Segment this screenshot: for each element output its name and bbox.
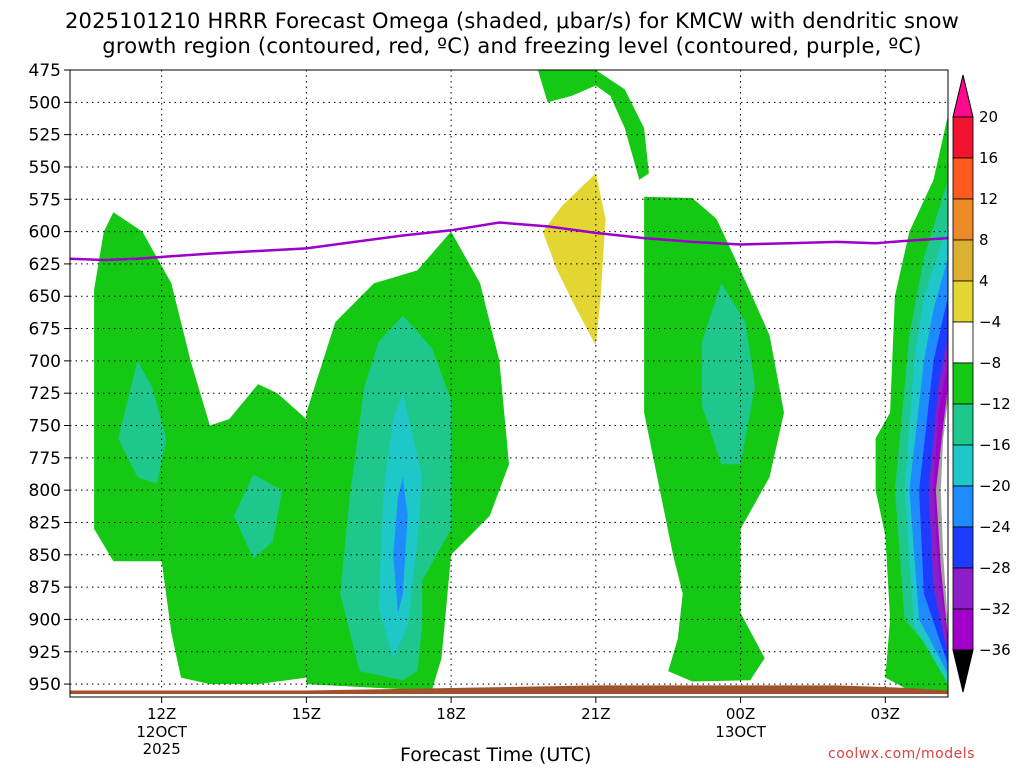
colorbar-swatch-11 [952,567,974,610]
colorbar-swatch-2 [952,198,974,241]
colorbar-label-6: −8 [979,354,1001,372]
surface-band [70,685,948,694]
y-tick-label-18: 925 [29,643,61,663]
x-tick-date-0: 12OCT [136,723,187,741]
colorbar-label-13: −36 [979,641,1011,659]
colorbar-label-2: 12 [979,190,998,208]
colorbar-label-0: 20 [979,108,998,126]
surface-layer [70,685,948,694]
omega-region-19 [940,399,948,626]
x-tick-year-0: 2025 [143,740,181,758]
y-tick-label-5: 600 [29,223,61,243]
y-tick-label-15: 850 [29,546,61,566]
x-tick-label-0: 12Z [147,705,176,723]
freezing-level-line [69,221,949,262]
colorbar-label-1: 16 [979,149,998,167]
colorbar-top-arrow [952,74,974,118]
y-tick-label-17: 900 [29,610,61,630]
y-tick-label-6: 625 [29,255,61,275]
colorbar-swatch-0 [952,116,974,159]
colorbar-swatch-12 [952,608,974,651]
y-tick-label-7: 650 [29,287,61,307]
chart-title-line-2: growth region (contoured, red, ºC) and f… [102,34,922,58]
colorbar-swatch-8 [952,444,974,487]
colorbar-swatch-10 [952,526,974,569]
colorbar: 20 16 12 8 4 −4 −8 −12 −16 −20 −24 −28 −32 −36 [952,74,1011,693]
y-tick-label-14: 825 [29,513,61,533]
colorbar-swatch-3 [952,239,974,282]
x-axis-label: Forecast Time (UTC) [400,744,592,766]
omega-region-1 [94,212,307,685]
colorbar-bottom-arrow [952,649,974,693]
colorbar-label-8: −16 [979,436,1011,454]
y-tick-label-12: 775 [29,449,61,469]
omega-region-13 [393,477,408,613]
y-tick-label-13: 800 [29,481,61,501]
y-tick-label-2: 525 [29,126,61,146]
y-tick-label-16: 875 [29,578,61,598]
x-tick-label-5: 03Z [871,705,900,723]
colorbar-label-5: −4 [979,313,1001,331]
colorbar-swatch-4 [952,280,974,323]
y-axis-layer: 475 500 525 550 575 600 625 650 675 700 725 750 775 8… [29,61,70,695]
y-tick-label-4: 575 [29,190,61,210]
y-tick-label-8: 675 [29,320,61,340]
colorbar-swatch-1 [952,157,974,200]
colorbar-label-12: −32 [979,600,1011,618]
y-tick-label-0: 475 [29,61,61,81]
colorbar-label-9: −20 [979,477,1011,495]
colorbar-label-7: −12 [979,395,1011,413]
colorbar-label-3: 8 [979,231,989,249]
omega-region-7 [234,474,283,559]
omega-shading-layer [94,70,948,695]
plot-frame [69,69,949,698]
y-tick-label-11: 750 [29,417,61,437]
x-tick-date-4: 13OCT [715,723,766,741]
omega-region-3 [537,70,649,180]
y-tick-label-19: 950 [29,675,61,695]
y-tick-label-10: 725 [29,384,61,404]
colorbar-swatch-9 [952,485,974,528]
y-tick-label-3: 550 [29,158,61,178]
x-tick-label-3: 21Z [581,705,610,723]
chart-title-line-1: 2025101210 HRRR Forecast Omega (shaded, … [64,9,960,33]
credit-text: coolwx.com/models [828,746,975,762]
y-tick-label-1: 500 [29,93,61,113]
colorbar-label-4: 4 [979,272,989,290]
x-tick-label-2: 18Z [436,705,465,723]
colorbar-swatch-7 [952,403,974,446]
colorbar-label-10: −24 [979,518,1011,536]
colorbar-swatch-6 [952,362,974,405]
omega-region-6 [118,360,167,484]
x-tick-label-4: 00Z [726,705,755,723]
y-tick-label-9: 700 [29,352,61,372]
omega-region-20 [542,173,606,346]
x-tick-label-1: 15Z [292,705,321,723]
colorbar-label-11: −28 [979,559,1011,577]
colorbar-swatch-5 [952,321,974,364]
